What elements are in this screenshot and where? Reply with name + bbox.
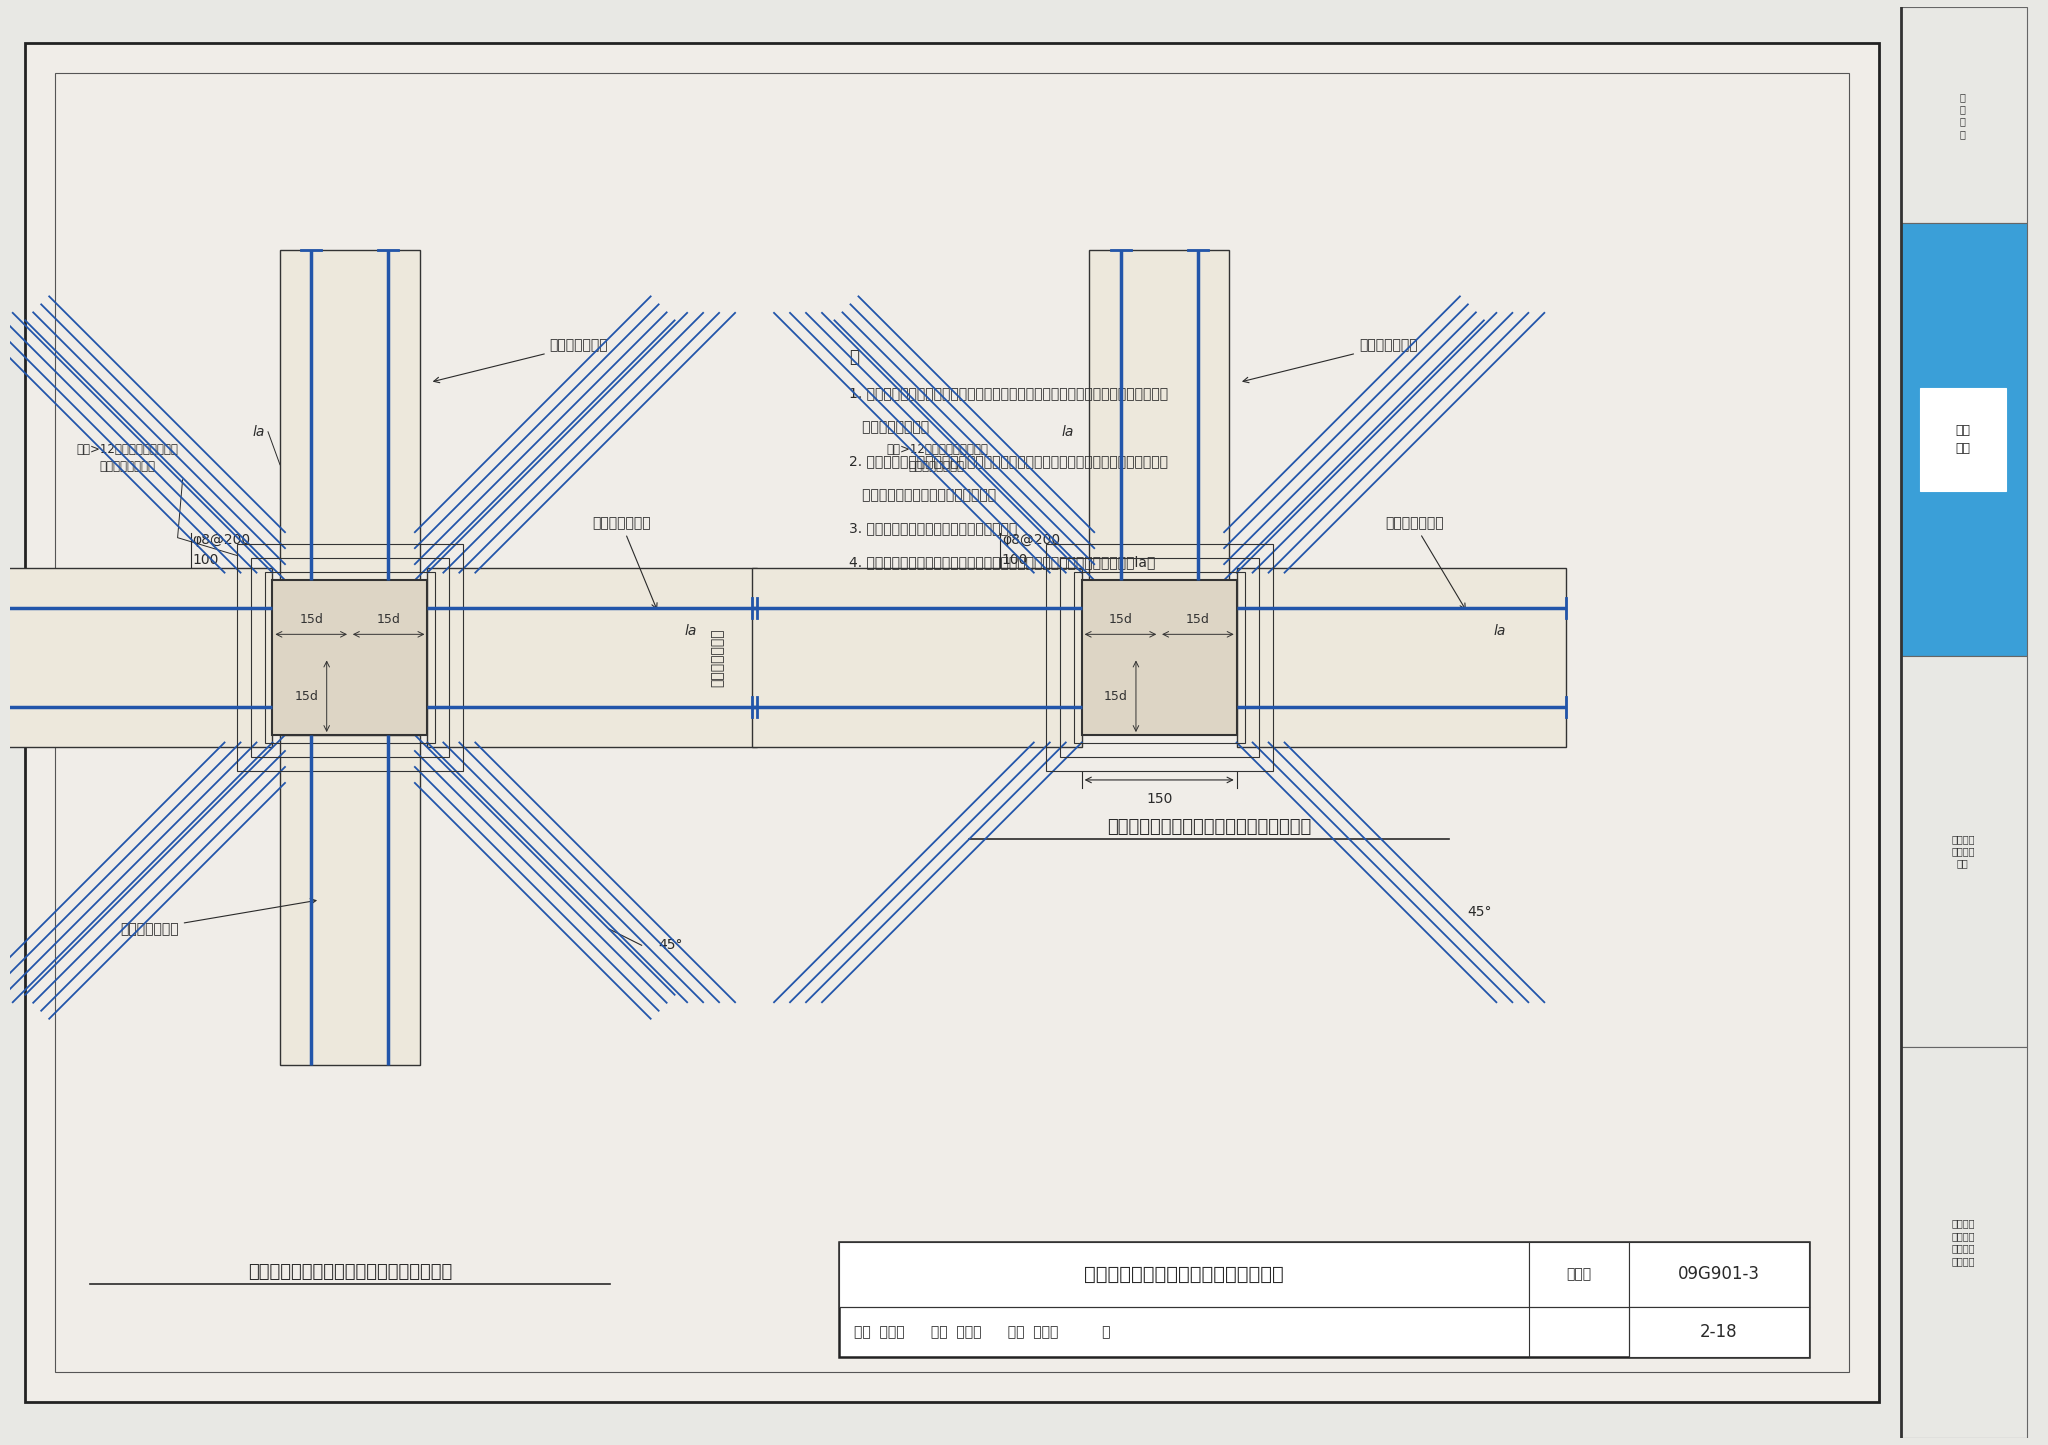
Text: 直径>12且不小于柱箍筋直径
间距同柱箍筋间距: 直径>12且不小于柱箍筋直径 间距同柱箍筋间距 [76, 442, 178, 473]
Text: 的构造排布钢筋。: 的构造排布钢筋。 [850, 420, 930, 433]
Bar [272, 579, 428, 736]
Text: 100: 100 [193, 552, 219, 566]
Bar [236, 545, 463, 772]
Text: 图集号: 图集号 [1567, 1267, 1591, 1282]
Bar [1628, 1243, 1808, 1306]
Text: 15d: 15d [1108, 613, 1133, 626]
Bar [1628, 1306, 1808, 1357]
Text: la: la [684, 624, 696, 637]
Bar [1059, 558, 1260, 757]
Text: la: la [252, 425, 264, 439]
Bar [1901, 1046, 2028, 1438]
Text: 基础梁侧面钢筋: 基础梁侧面钢筋 [592, 517, 657, 608]
Text: 布钢筋时，应提供相应的变更说明。: 布钢筋时，应提供相应的变更说明。 [850, 488, 997, 501]
Text: 15d: 15d [1186, 613, 1210, 626]
Bar [752, 568, 1081, 747]
Text: 2. 当实际工程与本图不同时，其构造应由设计者设计；若要求施工方面参照本图集排: 2. 当实际工程与本图不同时，其构造应由设计者设计；若要求施工方面参照本图集排 [850, 454, 1169, 468]
Text: 直径>12且不小于柱箍筋直径
间距同柱箍筋间距: 直径>12且不小于柱箍筋直径 间距同柱箍筋间距 [887, 442, 987, 473]
Text: 2-18: 2-18 [1700, 1324, 1737, 1341]
Bar [0, 568, 272, 747]
Text: 基础梁侧面钢筋: 基础梁侧面钢筋 [1243, 338, 1417, 383]
Text: 15d: 15d [299, 613, 324, 626]
Text: φ8@200: φ8@200 [193, 533, 250, 546]
Text: 基础梁侧面钢筋: 基础梁侧面钢筋 [711, 629, 725, 686]
Text: 筏形
基础: 筏形 基础 [1956, 423, 1970, 455]
Text: 条形基础
筏基承台
独立基础
桩基承台: 条形基础 筏基承台 独立基础 桩基承台 [1952, 1218, 1974, 1266]
Text: 1. 除基础梁比柱宽且完全形成梁包柱的情况外，所有基础主梁与柱结合部位均按本图: 1. 除基础梁比柱宽且完全形成梁包柱的情况外，所有基础主梁与柱结合部位均按本图 [850, 386, 1169, 400]
Bar [428, 568, 758, 747]
Text: 15d: 15d [1104, 689, 1128, 702]
Text: 45°: 45° [1468, 906, 1491, 919]
Text: 45°: 45° [657, 938, 682, 952]
Text: 基础梁侧面钢筋: 基础梁侧面钢筋 [1384, 517, 1464, 610]
Text: 审核  黄志刚      校对  张工文      设计  王怀元          页: 审核 黄志刚 校对 张工文 设计 王怀元 页 [854, 1325, 1110, 1340]
Text: 3. 同一节点的各边侧腹尺寸及配筋均相同。: 3. 同一节点的各边侧腹尺寸及配筋均相同。 [850, 522, 1018, 536]
Bar [250, 558, 449, 757]
Text: 4. 当设计注明基础梁中的侧面钢筋为抗扭钢筋且未贯通施工时，锚固长度为la。: 4. 当设计注明基础梁中的侧面钢筋为抗扭钢筋且未贯通施工时，锚固长度为la。 [850, 556, 1155, 569]
Text: 箱形基础
和地下室
结构: 箱形基础 和地下室 结构 [1952, 834, 1974, 868]
Text: 十字交叉基础主梁与柱结合部侧腹钢筋排布: 十字交叉基础主梁与柱结合部侧腹钢筋排布 [248, 1263, 453, 1280]
Text: 15d: 15d [295, 689, 319, 702]
Text: 注: 注 [850, 348, 860, 366]
Bar [840, 1243, 1808, 1357]
Bar [1073, 572, 1245, 743]
Bar [281, 250, 420, 579]
Bar [264, 572, 436, 743]
Bar [1901, 656, 2028, 1046]
Bar [1901, 224, 2028, 656]
Bar [1081, 579, 1237, 736]
Text: 丁字交叉基础主梁与柱结合部侧腹钢筋排布: 丁字交叉基础主梁与柱结合部侧腹钢筋排布 [1108, 818, 1311, 837]
Text: 基础梁侧面钢筋: 基础梁侧面钢筋 [121, 899, 315, 936]
Text: 150: 150 [1147, 792, 1171, 806]
Bar [1047, 545, 1272, 772]
Bar [281, 736, 420, 1065]
Text: 基础主梁与柱结合部侧腹钢筋排布构造: 基础主梁与柱结合部侧腹钢筋排布构造 [1083, 1264, 1284, 1285]
Text: φ8@200: φ8@200 [1001, 533, 1061, 546]
Bar [1090, 250, 1229, 579]
Text: 15d: 15d [377, 613, 401, 626]
Text: la: la [1061, 425, 1075, 439]
Text: 09G901-3: 09G901-3 [1677, 1266, 1759, 1283]
Text: 基础梁侧面钢筋: 基础梁侧面钢筋 [434, 338, 608, 383]
Bar [1530, 1243, 1628, 1306]
Bar [1919, 389, 2005, 491]
Text: 一
般
构
造: 一 般 构 造 [1960, 91, 1966, 139]
Bar [840, 1243, 1530, 1306]
Text: 100: 100 [1001, 552, 1028, 566]
Bar [1237, 568, 1567, 747]
Bar [1901, 7, 2028, 224]
Text: la: la [1493, 624, 1505, 637]
